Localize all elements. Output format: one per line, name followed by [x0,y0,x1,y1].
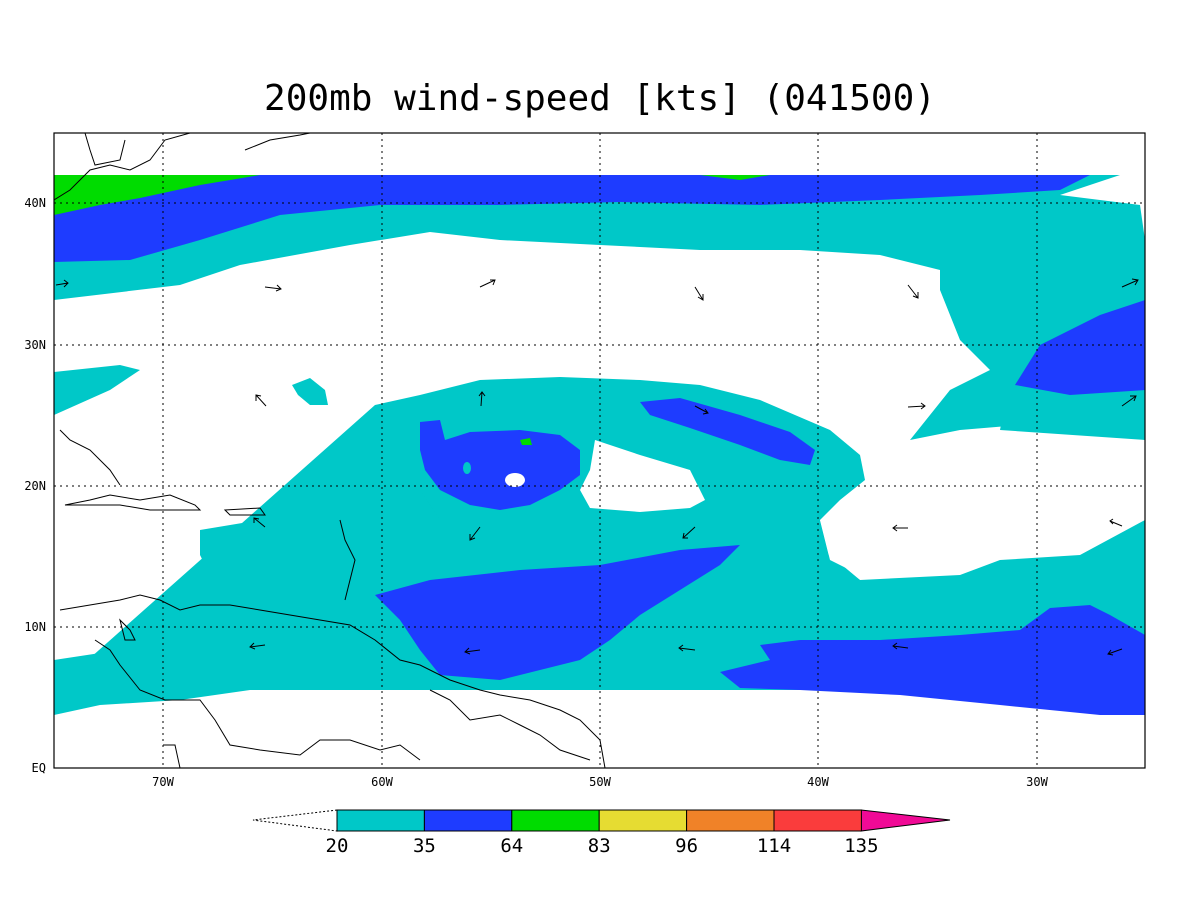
contour-35-64-east [1015,300,1145,395]
lat-tick-label: 20N [24,479,46,493]
lon-tick-label: 70W [152,775,174,789]
wind-speed-field [54,175,1145,715]
lat-tick-label: 10N [24,620,46,634]
lon-tick-label: 60W [371,775,393,789]
colorbar-swatch [686,809,775,832]
graticule [54,133,1145,768]
contour-64-83-nw [54,175,260,215]
lat-tick-label: EQ [32,761,46,775]
colorbar-level-label: 96 [675,835,698,857]
coastlines [54,133,606,768]
lat-tick-label: 40N [24,196,46,210]
colorbar-swatch [511,809,600,832]
colorbar-low-arrow [252,809,338,832]
colorbar-swatch [423,809,513,832]
colorbar: 20 35 64 83 96 114 135 [252,809,951,857]
contour-below-20-gap-2 [820,455,1145,575]
cyclone-hole [463,462,471,474]
contour-35-64-jet [640,398,815,465]
contour-20-35 [54,175,1145,440]
contour-below-20-gap [580,440,705,512]
contour-35-64-north [54,175,1090,262]
colorbar-level-label: 35 [413,835,436,857]
contour-64-83-n [700,175,770,180]
colorbar-swatch [598,809,688,832]
longitude-axis: 70W 60W 50W 40W 30W [152,775,1048,789]
contour-35-64-south [375,545,740,680]
colorbar-level-label: 83 [588,835,611,857]
colorbar-swatch [336,809,425,832]
lat-tick-label: 30N [24,338,46,352]
lon-tick-label: 40W [807,775,829,789]
contour-35-64-cyclone [420,420,580,510]
latitude-axis: 40N 30N 20N 10N EQ [24,196,46,775]
colorbar-high-arrow [860,809,951,832]
cyclone-eye [505,473,525,487]
colorbar-level-label: 64 [500,835,523,857]
colorbar-swatch [773,809,862,832]
contour-20-35-west [54,365,140,415]
colorbar-level-label: 135 [844,835,878,857]
plot-frame [53,132,1146,769]
lon-tick-label: 30W [1026,775,1048,789]
contour-64-83-core [520,438,532,445]
colorbar-level-label: 20 [326,835,349,857]
colorbar-level-label: 114 [757,835,791,857]
wind-vectors [55,278,1139,656]
map-title: 200mb wind-speed [kts] (041500) [264,78,936,119]
contour-35-64-se [720,605,1145,715]
lon-tick-label: 50W [589,775,611,789]
contour-20-35-blob [292,378,328,405]
